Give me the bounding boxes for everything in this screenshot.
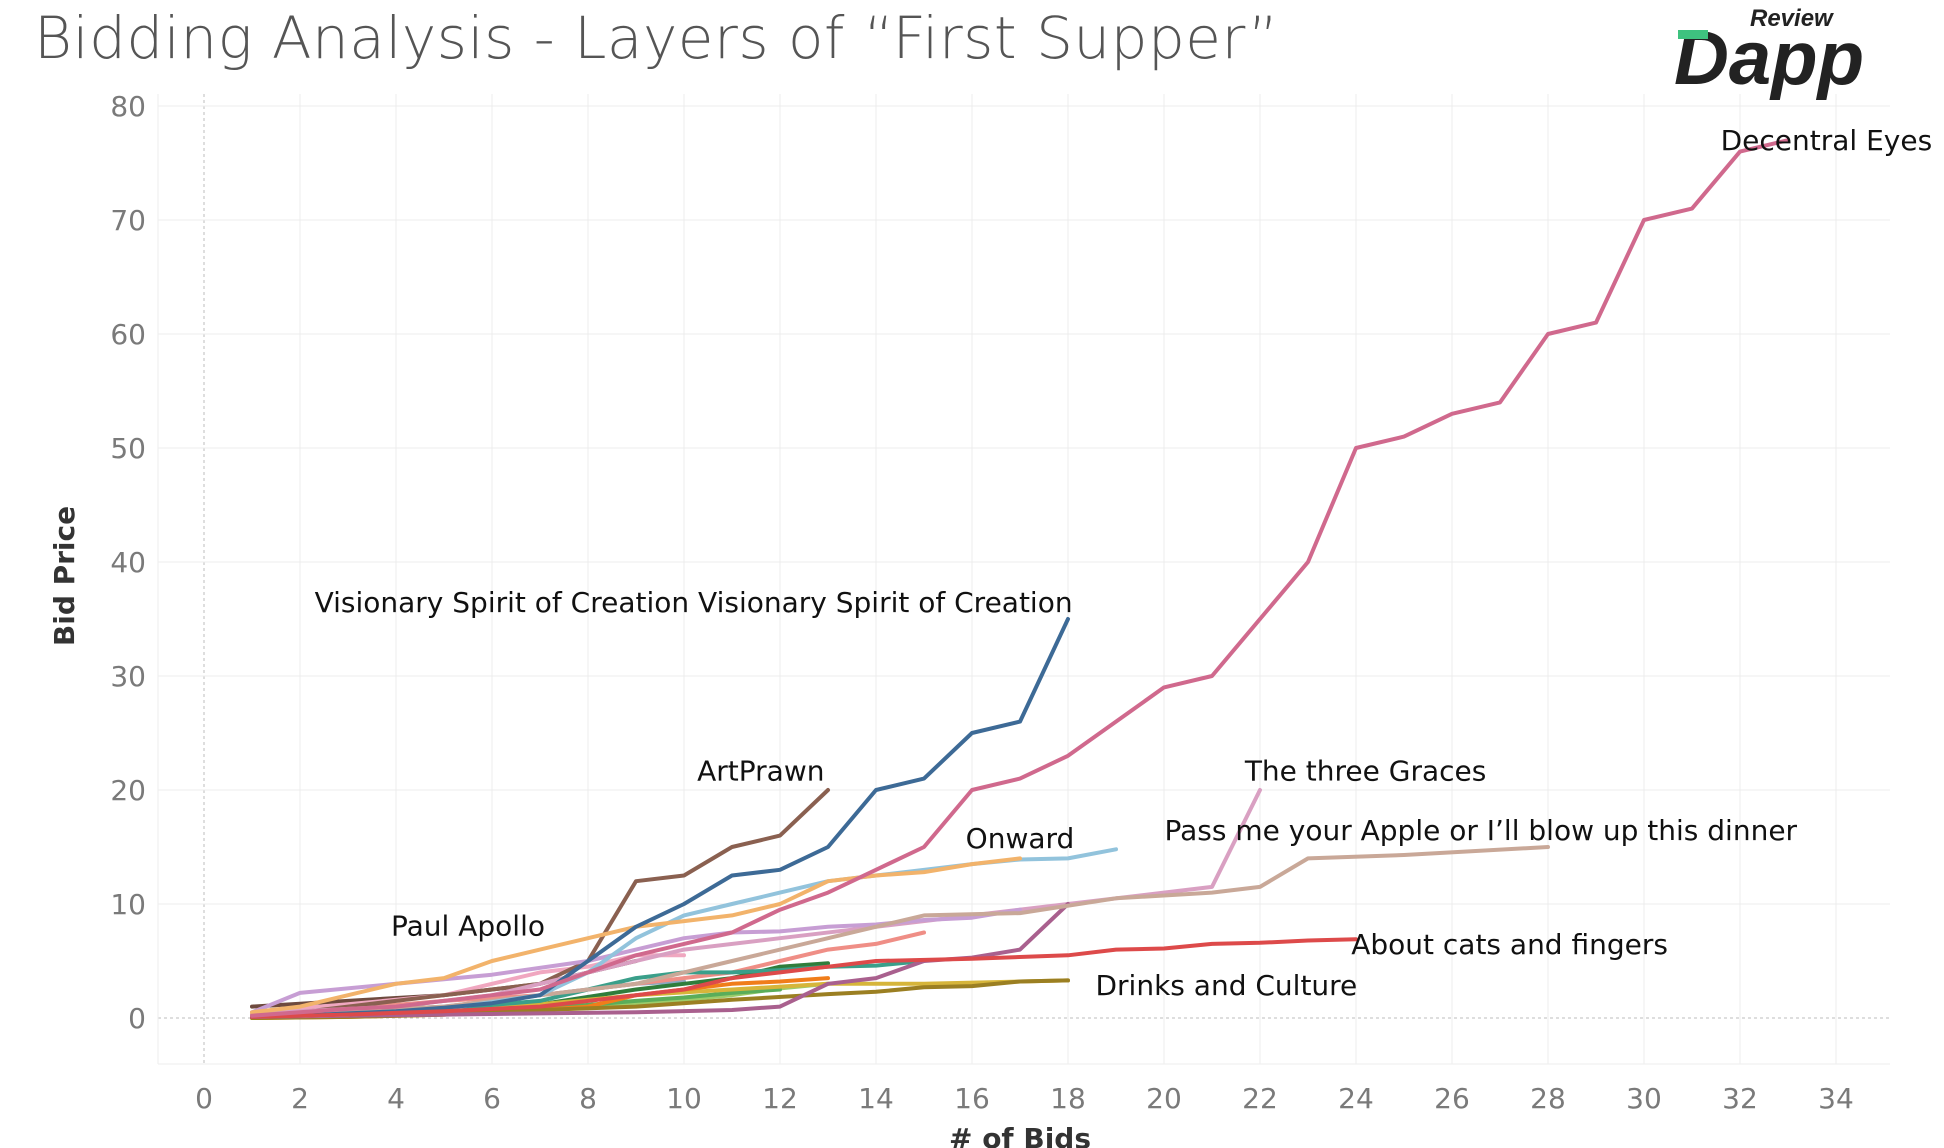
x-tick-label-24: 24 (1338, 1082, 1374, 1115)
series-label-paul-apollo: Paul Apollo (391, 910, 545, 943)
x-tick-label-20: 20 (1146, 1082, 1182, 1115)
series-label-visionary-spirit-of-creation: Visionary Spirit of Creation Visionary S… (315, 586, 1073, 619)
dapp-review-logo: Review Dapp (1674, 5, 1864, 101)
x-tick-label-16: 16 (954, 1082, 990, 1115)
x-tick-label-28: 28 (1530, 1082, 1566, 1115)
gridlines (157, 94, 1890, 1065)
x-tick-label-30: 30 (1626, 1082, 1662, 1115)
y-tick-label-10: 10 (110, 888, 146, 921)
series-label-the-three-graces: The three Graces (1244, 755, 1487, 788)
y-tick-label-60: 60 (110, 318, 146, 351)
series-label-about-cats-and-fingers: About cats and fingers (1351, 928, 1668, 961)
x-tick-label-12: 12 (762, 1082, 798, 1115)
y-axis-label: Bid Price (48, 506, 81, 646)
logo-green-bar (1678, 30, 1708, 39)
x-tick-label-32: 32 (1722, 1082, 1758, 1115)
x-tick-label-14: 14 (858, 1082, 894, 1115)
series-label-onward: Onward (966, 822, 1075, 855)
x-tick-label-34: 34 (1818, 1082, 1854, 1115)
logo-review-text: Review (1750, 5, 1834, 32)
x-tick-label-8: 8 (579, 1082, 597, 1115)
y-tick-label-0: 0 (128, 1002, 146, 1035)
y-tick-label-50: 50 (110, 432, 146, 465)
series-line-about-cats-and-fingers (250, 937, 1358, 1019)
series-label-artprawn: ArtPrawn (697, 755, 824, 788)
series-label-decentral-eyes: Decentral Eyes (1721, 124, 1933, 157)
x-axis-label: # of Bids (949, 1122, 1091, 1148)
series-label-pass-me-your-apple-or-i-ll-blow-up-this-dinner: Pass me your Apple or I’ll blow up this … (1165, 814, 1798, 847)
x-tick-label-26: 26 (1434, 1082, 1470, 1115)
series-lines (250, 138, 1790, 1020)
x-tick-label-22: 22 (1242, 1082, 1278, 1115)
y-tick-label-30: 30 (110, 660, 146, 693)
y-tick-label-20: 20 (110, 774, 146, 807)
x-tick-label-6: 6 (483, 1082, 501, 1115)
x-tick-label-0: 0 (195, 1082, 213, 1115)
axes: 0 2 4 6 8 10 12 14 16 18 20 22 24 26 28 30 32 34010203040… (110, 90, 1853, 1115)
x-tick-label-2: 2 (291, 1082, 309, 1115)
series-label-drinks-and-culture: Drinks and Culture (1095, 969, 1357, 1002)
y-tick-label-80: 80 (110, 90, 146, 123)
y-tick-label-70: 70 (110, 204, 146, 237)
x-tick-label-4: 4 (387, 1082, 405, 1115)
y-tick-label-40: 40 (110, 546, 146, 579)
series-line-decentral-eyes (250, 138, 1790, 1018)
series-labels: Decentral Eyes Visionary Spirit of Creati… (315, 124, 1933, 1002)
page-title: Bidding Analysis - Layers of “First Supp… (34, 4, 1279, 72)
x-tick-label-10: 10 (666, 1082, 702, 1115)
x-tick-label-18: 18 (1050, 1082, 1086, 1115)
